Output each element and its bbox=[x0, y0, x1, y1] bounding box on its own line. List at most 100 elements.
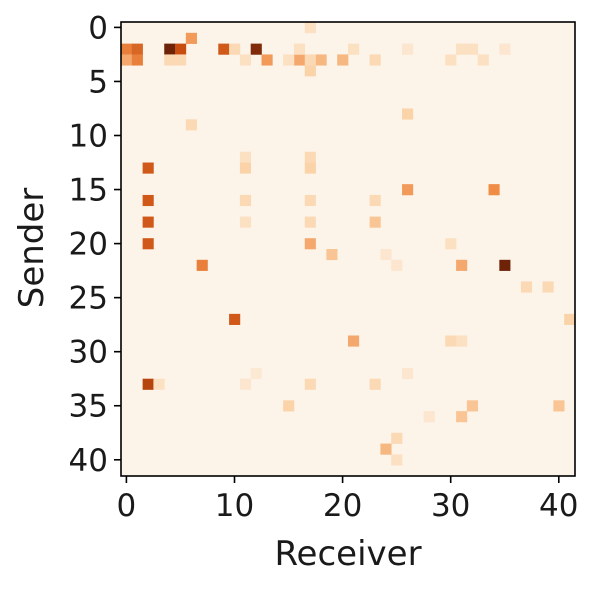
heatmap-cell bbox=[304, 378, 316, 390]
y-tick-label: 20 bbox=[69, 227, 108, 263]
heatmap-cell bbox=[304, 216, 316, 228]
heatmap-cell bbox=[423, 411, 435, 423]
y-tick-label: 15 bbox=[69, 173, 108, 209]
cells-layer bbox=[121, 22, 576, 476]
heatmap-cell bbox=[391, 432, 403, 444]
x-axis-label: Receiver bbox=[274, 534, 421, 574]
heatmap-cell bbox=[142, 216, 154, 228]
heatmap-cell bbox=[337, 54, 349, 66]
heatmap-cell bbox=[293, 43, 306, 55]
heatmap-cell bbox=[369, 216, 381, 228]
heatmap-cell bbox=[380, 249, 392, 261]
heatmap-cell bbox=[520, 281, 533, 293]
heatmap-cell bbox=[456, 43, 468, 55]
heatmap-cell bbox=[164, 54, 176, 66]
heatmap-cell bbox=[304, 151, 316, 163]
heatmap-cell bbox=[304, 194, 316, 207]
heatmap-cell bbox=[304, 22, 316, 34]
heatmap-cell bbox=[380, 443, 392, 455]
heatmap-cell bbox=[326, 249, 338, 261]
heatmap-cell bbox=[121, 43, 133, 55]
heatmap-cell bbox=[250, 367, 262, 380]
heatmap-cell bbox=[142, 238, 154, 250]
heatmap-cell bbox=[175, 43, 187, 55]
heatmap-cell bbox=[402, 108, 414, 120]
heatmap-cell bbox=[218, 43, 230, 55]
plot-frame bbox=[120, 21, 576, 477]
x-tick-label: 40 bbox=[539, 488, 578, 524]
heatmap-cell bbox=[229, 43, 241, 55]
heatmap-cell bbox=[304, 162, 316, 174]
heatmap-cell bbox=[564, 313, 576, 325]
heatmap-cell bbox=[175, 54, 187, 66]
heatmap-cell bbox=[456, 335, 468, 347]
heatmap-cell bbox=[131, 43, 143, 55]
x-tick-label: 30 bbox=[431, 488, 470, 524]
heatmap-cell bbox=[283, 400, 295, 412]
heatmap-cell bbox=[445, 238, 457, 250]
heatmap-cell bbox=[488, 184, 500, 196]
heatmap-cell bbox=[348, 43, 360, 55]
heatmap-cell bbox=[261, 54, 273, 66]
x-tick-label: 0 bbox=[117, 488, 137, 524]
heatmap-cell bbox=[445, 54, 457, 66]
heatmap-cell bbox=[391, 259, 403, 271]
heatmap-cell bbox=[142, 378, 154, 390]
heatmap-cell bbox=[542, 281, 554, 293]
heatmap-cell bbox=[304, 238, 316, 250]
heatmap-cell bbox=[369, 54, 381, 66]
heatmap-cell bbox=[164, 43, 176, 55]
heatmap-cell bbox=[402, 43, 414, 55]
heatmap-cell bbox=[239, 151, 252, 163]
heatmap-cell bbox=[304, 54, 316, 66]
y-tick-label: 35 bbox=[69, 389, 108, 425]
x-tick-label: 10 bbox=[215, 488, 254, 524]
y-axis-label: Sender bbox=[12, 188, 52, 309]
heatmap-cell bbox=[369, 194, 381, 207]
heatmap-cell bbox=[348, 335, 360, 347]
heatmap-cell bbox=[239, 54, 252, 66]
heatmap-cell bbox=[369, 378, 381, 390]
heatmap-cell bbox=[293, 54, 306, 66]
heatmap-cell bbox=[185, 119, 197, 131]
heatmap-background bbox=[121, 22, 575, 476]
heatmap-cell bbox=[239, 216, 252, 228]
heatmap-cell bbox=[185, 32, 197, 44]
heatmap-cell bbox=[456, 259, 468, 271]
heatmap-cell bbox=[239, 194, 252, 207]
heatmap-cell bbox=[283, 54, 295, 66]
y-tick-label: 5 bbox=[88, 64, 108, 100]
heatmap-cell bbox=[553, 400, 565, 412]
y-tick-label: 25 bbox=[69, 281, 108, 317]
y-tick-label: 0 bbox=[88, 10, 108, 46]
heatmap-cell bbox=[239, 378, 252, 390]
heatmap-cell bbox=[402, 184, 414, 196]
heatmap-cell bbox=[499, 259, 511, 271]
heatmap-cell bbox=[466, 400, 479, 412]
heatmap-cell bbox=[196, 259, 208, 271]
heatmap-cell bbox=[466, 43, 479, 55]
heatmap-cell bbox=[229, 313, 241, 325]
heatmap-cell bbox=[315, 54, 327, 66]
heatmap-cell bbox=[153, 378, 165, 390]
heatmap-cell bbox=[402, 367, 414, 380]
y-tick-label: 10 bbox=[69, 119, 108, 155]
heatmap-cell bbox=[477, 54, 489, 66]
y-tick-label: 40 bbox=[69, 443, 108, 479]
heatmap-cell bbox=[121, 54, 133, 66]
heatmap-cell bbox=[456, 411, 468, 423]
heatmap-cell bbox=[304, 65, 316, 77]
heatmap-cell bbox=[499, 43, 511, 55]
heatmap-cell bbox=[445, 335, 457, 347]
heatmap-cell bbox=[131, 54, 143, 66]
heatmap-cell bbox=[142, 162, 154, 174]
heatmap-cell bbox=[391, 454, 403, 466]
heatmap-cell bbox=[239, 162, 252, 174]
y-tick-label: 30 bbox=[69, 335, 108, 371]
x-tick-label: 20 bbox=[323, 488, 362, 524]
heatmap-cell bbox=[250, 43, 262, 55]
heatmap-cell bbox=[142, 194, 154, 207]
